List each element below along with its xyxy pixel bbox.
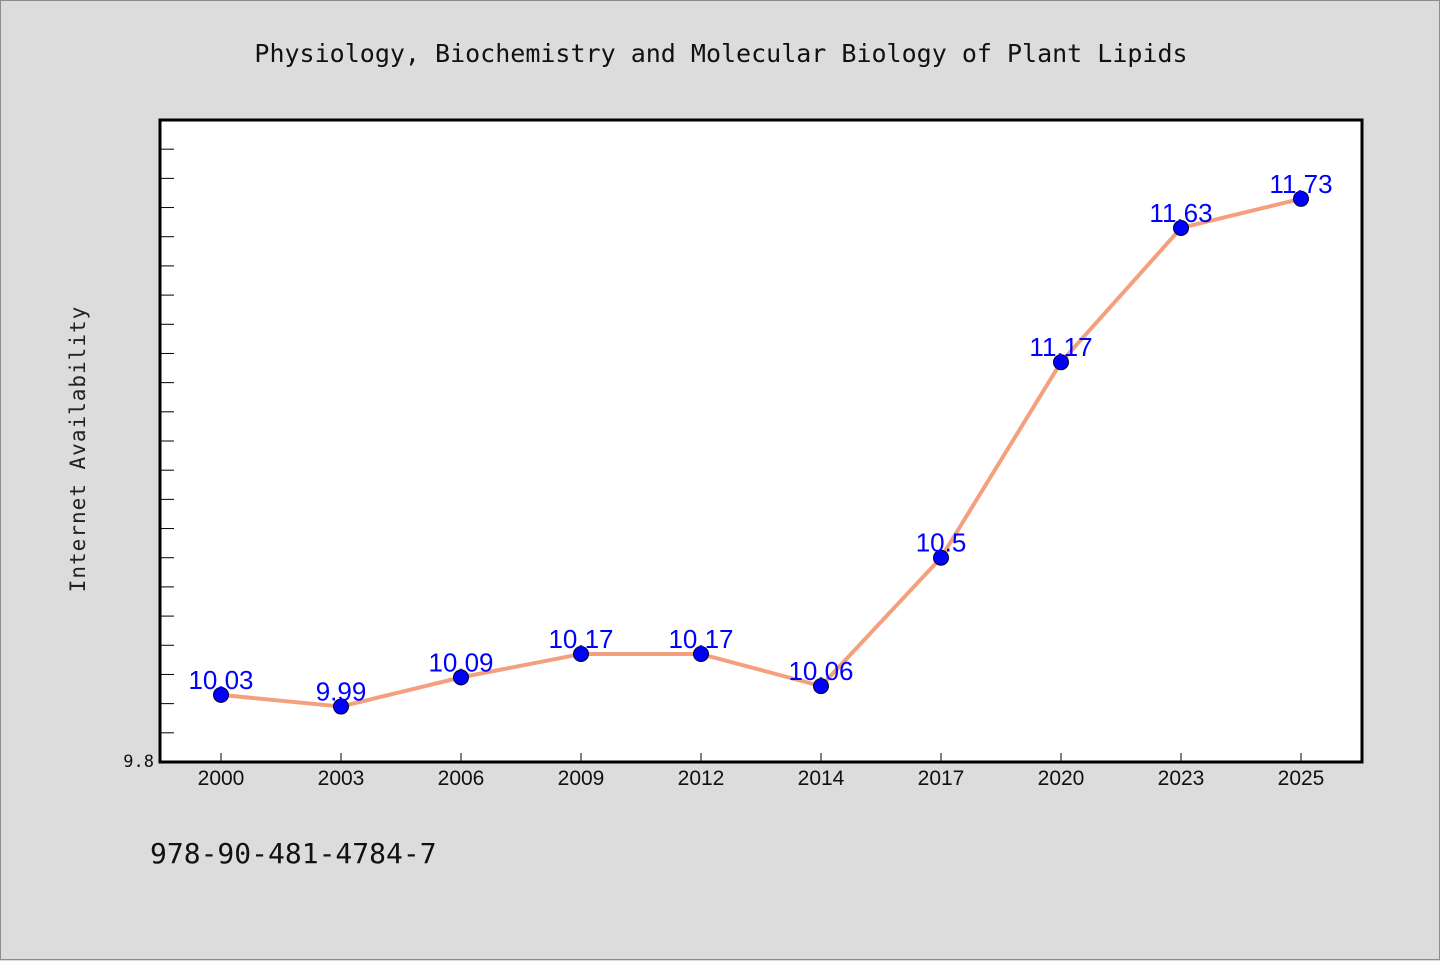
plot-area xyxy=(160,120,1362,762)
data-point xyxy=(1053,354,1069,371)
data-label: 11.63 xyxy=(1149,198,1212,228)
data-label: 11.17 xyxy=(1029,332,1092,362)
x-tick-label: 2000 xyxy=(198,767,245,790)
data-labels: 10.03 9.99 10.09 10.17 10.17 10.06 10.5 11.17 11… xyxy=(188,169,1332,707)
x-tick-label: 2025 xyxy=(1278,767,1325,790)
y-min-tick-label: 9.8 xyxy=(123,752,154,772)
data-label: 10.03 xyxy=(188,665,253,695)
plot-border xyxy=(158,118,1364,764)
data-label: 10.09 xyxy=(428,647,493,677)
x-tick-label: 2009 xyxy=(558,767,605,790)
x-tick-label: 2012 xyxy=(678,767,725,790)
data-point xyxy=(693,646,709,663)
data-point xyxy=(933,549,949,566)
series-line xyxy=(220,196,1302,709)
x-tick-label: 2017 xyxy=(918,767,965,790)
data-point xyxy=(1173,219,1189,236)
x-tick-label: 2014 xyxy=(798,767,845,790)
isbn-note: 978-90-481-4784-7 xyxy=(150,837,437,870)
data-point xyxy=(813,678,829,695)
x-tick-label: 2020 xyxy=(1038,767,1085,790)
chart-title: Physiology, Biochemistry and Molecular B… xyxy=(254,39,1187,68)
data-point xyxy=(213,686,229,703)
x-tick-label: 2006 xyxy=(438,767,485,790)
x-tick-label: 2023 xyxy=(1158,767,1205,790)
data-label: 10.5 xyxy=(916,528,967,558)
data-markers xyxy=(213,190,1309,715)
data-label: 9.99 xyxy=(316,677,367,707)
x-tick-label: 2003 xyxy=(318,767,365,790)
data-point xyxy=(1293,190,1309,207)
data-label: 10.17 xyxy=(548,624,613,654)
y-axis-ticks xyxy=(160,148,174,734)
data-point xyxy=(453,669,469,686)
y-axis-label: Internet Availability xyxy=(66,306,90,593)
data-label: 10.17 xyxy=(668,624,733,654)
data-label: 10.06 xyxy=(788,656,853,686)
data-label: 11.73 xyxy=(1269,169,1332,199)
data-point xyxy=(573,646,589,663)
x-axis-ticks: 2000 2003 2006 2009 2012 2014 2017 2020 2023 2025 xyxy=(198,753,1325,790)
data-point xyxy=(333,698,349,715)
